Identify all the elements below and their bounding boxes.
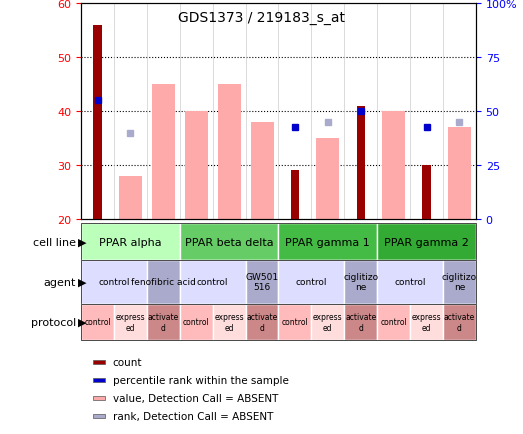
Bar	[180, 224, 278, 260]
Bar	[185, 112, 208, 219]
Text: GW501
516: GW501 516	[245, 273, 279, 292]
Text: control: control	[295, 278, 327, 286]
Text: control: control	[84, 318, 111, 327]
Bar	[311, 304, 344, 341]
Bar	[344, 304, 377, 341]
Text: PPAR gamma 1: PPAR gamma 1	[286, 237, 370, 247]
Bar	[218, 85, 241, 219]
Text: protocol: protocol	[30, 317, 76, 327]
Bar	[251, 122, 274, 219]
Bar	[377, 224, 476, 260]
Bar	[81, 304, 114, 341]
Text: express
ed: express ed	[412, 312, 441, 332]
Bar	[81, 224, 180, 260]
Text: express
ed: express ed	[214, 312, 244, 332]
Bar	[114, 304, 147, 341]
Text: activate
d: activate d	[444, 312, 475, 332]
Text: ciglitizo
ne: ciglitizo ne	[442, 273, 477, 292]
Text: activate
d: activate d	[345, 312, 377, 332]
Text: count: count	[112, 357, 142, 367]
Text: control: control	[380, 318, 407, 327]
Bar	[344, 260, 377, 304]
Bar	[180, 304, 213, 341]
Bar	[448, 128, 471, 219]
Text: agent: agent	[43, 277, 76, 287]
Text: control: control	[394, 278, 426, 286]
Text: percentile rank within the sample: percentile rank within the sample	[112, 375, 289, 385]
Bar	[316, 138, 339, 219]
Text: fenofibric acid: fenofibric acid	[131, 278, 196, 286]
Text: control: control	[281, 318, 309, 327]
Text: control: control	[183, 318, 210, 327]
Bar	[81, 260, 147, 304]
Bar	[291, 171, 299, 219]
Text: activate
d: activate d	[147, 312, 179, 332]
Bar	[443, 304, 476, 341]
Bar	[180, 260, 246, 304]
Text: ▶: ▶	[78, 277, 87, 287]
Bar	[147, 260, 180, 304]
Text: control: control	[98, 278, 130, 286]
Bar	[278, 304, 311, 341]
Text: GDS1373 / 219183_s_at: GDS1373 / 219183_s_at	[178, 11, 345, 25]
Bar	[147, 304, 180, 341]
Text: PPAR alpha: PPAR alpha	[99, 237, 162, 247]
Bar	[357, 106, 365, 219]
Text: ▶: ▶	[78, 237, 87, 247]
Bar	[382, 112, 405, 219]
Bar	[94, 26, 101, 219]
Bar	[152, 85, 175, 219]
Bar	[119, 176, 142, 219]
Bar	[93, 378, 105, 382]
Bar	[93, 414, 105, 418]
Bar	[213, 304, 246, 341]
Text: express
ed: express ed	[116, 312, 145, 332]
Text: PPAR gamma 2: PPAR gamma 2	[384, 237, 469, 247]
Text: ciglitizo
ne: ciglitizo ne	[343, 273, 378, 292]
Bar	[246, 304, 278, 341]
Bar	[443, 260, 476, 304]
Text: rank, Detection Call = ABSENT: rank, Detection Call = ABSENT	[112, 411, 273, 421]
Bar	[246, 260, 278, 304]
Text: control: control	[197, 278, 229, 286]
Bar	[93, 360, 105, 364]
Text: ▶: ▶	[78, 317, 87, 327]
Text: cell line: cell line	[33, 237, 76, 247]
Bar	[423, 165, 430, 219]
Bar	[410, 304, 443, 341]
Bar	[278, 260, 344, 304]
Bar	[377, 260, 443, 304]
Text: PPAR beta delta: PPAR beta delta	[185, 237, 274, 247]
Bar	[93, 396, 105, 401]
Bar	[278, 224, 377, 260]
Text: activate
d: activate d	[246, 312, 278, 332]
Text: value, Detection Call = ABSENT: value, Detection Call = ABSENT	[112, 393, 278, 403]
Text: express
ed: express ed	[313, 312, 343, 332]
Bar	[377, 304, 410, 341]
